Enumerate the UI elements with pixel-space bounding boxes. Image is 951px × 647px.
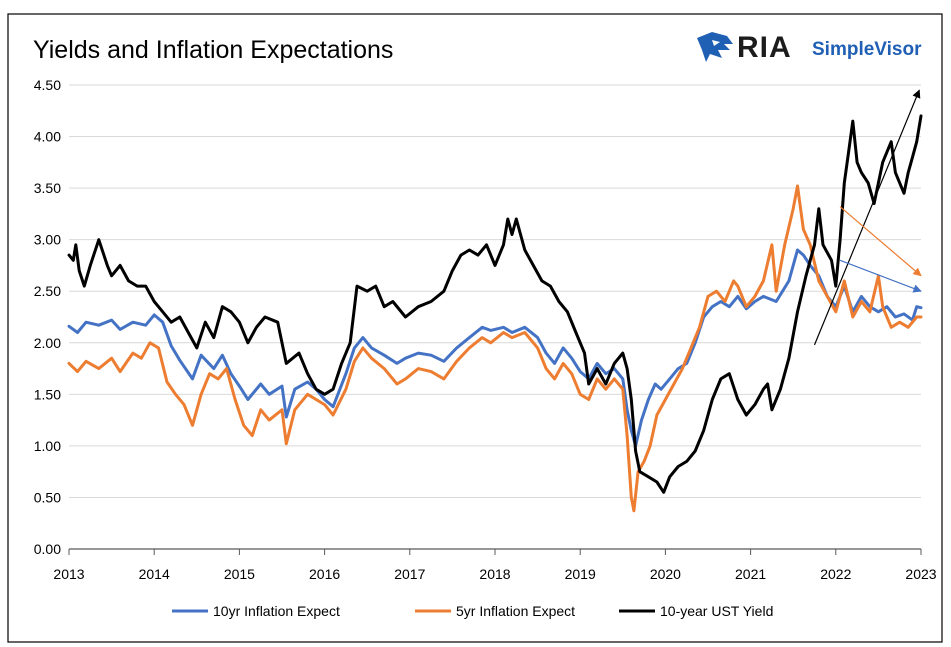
chart-title: Yields and Inflation Expectations (33, 36, 393, 64)
series-layer (67, 114, 923, 513)
x-tick-label: 2015 (224, 566, 255, 582)
x-tick-label: 2023 (905, 566, 936, 582)
x-tick-label: 2018 (479, 566, 510, 582)
y-tick-label: 4.50 (34, 77, 61, 93)
x-tick-label: 2014 (139, 566, 170, 582)
series-line-0 (67, 248, 923, 448)
annotation-layer (813, 89, 922, 346)
x-tick-label: 2016 (309, 566, 340, 582)
y-tick-label: 0.00 (34, 541, 61, 557)
logo: RIA SimpleVisor (697, 31, 922, 64)
legend-label: 10yr Inflation Expect (213, 603, 340, 619)
trend-arrow-2 (839, 259, 922, 293)
y-tick-label: 3.50 (34, 180, 61, 196)
legend-label: 5yr Inflation Expect (456, 603, 575, 619)
eagle-icon (697, 32, 733, 62)
legend-label: 10-year UST Yield (660, 603, 773, 619)
series-line-1 (67, 184, 923, 513)
logo-ria-text: RIA (737, 31, 792, 64)
trend-arrow-0 (813, 89, 921, 346)
logo-simplevisor-text: SimpleVisor (812, 39, 922, 60)
axis-layer: 0.00 0.50 1.00 1.50 2.00 2.50 3.00 3.50 4.00 4.50… (34, 77, 937, 582)
outer-border (7, 13, 943, 643)
x-tick-label: 2020 (650, 566, 681, 582)
y-tick-label: 2.50 (34, 283, 61, 299)
legend: 10yr Inflation Expect 5yr Inflation Expec… (172, 603, 773, 619)
x-tick-label: 2017 (394, 566, 425, 582)
x-tick-label: 2019 (565, 566, 596, 582)
y-tick-label: 4.00 (34, 129, 61, 145)
series-line-2 (67, 114, 923, 494)
y-tick-label: 3.00 (34, 232, 61, 248)
y-tick-label: 1.50 (34, 386, 61, 402)
y-tick-label: 1.00 (34, 438, 61, 454)
x-tick-label: 2022 (820, 566, 851, 582)
y-tick-label: 0.50 (34, 489, 61, 505)
x-tick-label: 2021 (735, 566, 766, 582)
trend-arrow-1 (839, 206, 922, 277)
y-tick-label: 2.00 (34, 335, 61, 351)
x-tick-label: 2013 (53, 566, 84, 582)
